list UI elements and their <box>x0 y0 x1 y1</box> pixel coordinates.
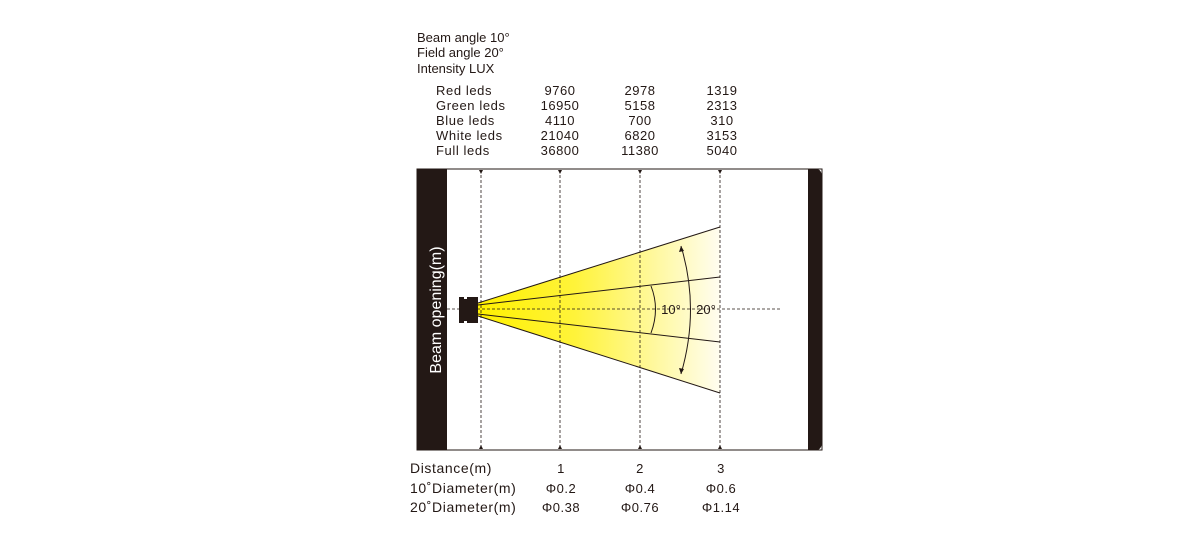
row-value: Φ0.76 <box>620 500 660 515</box>
lux-value: 3153 <box>706 128 738 143</box>
lux-value: 21040 <box>540 128 580 143</box>
lux-value: 5158 <box>624 98 656 113</box>
lux-value: 1319 <box>706 83 738 98</box>
lux-value: 4110 <box>545 113 575 128</box>
outer-angle-arc <box>680 245 691 375</box>
arrow-head-icon <box>679 246 684 252</box>
inner-angle-label: 10° <box>661 302 681 317</box>
outer-angle-label: 20° <box>696 302 716 317</box>
lux-value: 2313 <box>706 98 738 113</box>
lux-value: 11380 <box>621 143 659 158</box>
row-label: 10˚Diameter(m) <box>410 479 517 496</box>
row-value: Φ0.4 <box>624 480 656 496</box>
row-label: Distance(m) <box>410 460 493 476</box>
row-value: Φ0.6 <box>705 480 737 496</box>
inner-angle-arc <box>650 285 656 334</box>
led-type-label: Full leds <box>436 143 490 158</box>
outer-beam-edge-top <box>477 226 721 304</box>
led-type-label: Red leds <box>436 83 493 98</box>
outer-beam-edge-bottom <box>477 315 721 394</box>
lux-value: 2978 <box>624 83 656 98</box>
right-wall <box>808 169 822 450</box>
row-value: Φ1.14 <box>701 500 741 515</box>
inner-beam-edge-top <box>477 276 721 306</box>
led-type-label: Blue leds <box>436 113 495 128</box>
lux-value: 6820 <box>624 128 656 143</box>
led-type-label: Green leds <box>436 98 506 113</box>
beam-angle-text: Beam angle 10° <box>417 30 510 45</box>
arrow-head-icon <box>679 368 684 374</box>
lux-value: 310 <box>710 113 734 128</box>
row-value: Φ0.38 <box>541 500 581 515</box>
lux-value: 16950 <box>540 98 580 113</box>
intensity-text: Intensity LUX <box>417 61 495 76</box>
row-value: 2 <box>636 461 644 476</box>
row-value: 1 <box>557 461 565 476</box>
axis-label: Beam opening(m) <box>428 246 445 373</box>
left-wall <box>417 169 447 450</box>
lux-value: 5040 <box>706 143 738 158</box>
light-fixture-icon <box>459 297 478 323</box>
lux-value: 9760 <box>544 83 576 98</box>
row-value: 3 <box>717 461 725 476</box>
inner-beam-edge-bottom <box>477 313 721 343</box>
field-angle-text: Field angle 20° <box>417 45 504 60</box>
row-label: 20˚Diameter(m) <box>410 499 517 515</box>
lux-value: 700 <box>628 113 652 128</box>
led-type-label: White leds <box>436 128 503 143</box>
lux-value: 36800 <box>540 143 580 158</box>
row-value: Φ0.2 <box>545 480 577 496</box>
beam-field <box>478 227 720 393</box>
